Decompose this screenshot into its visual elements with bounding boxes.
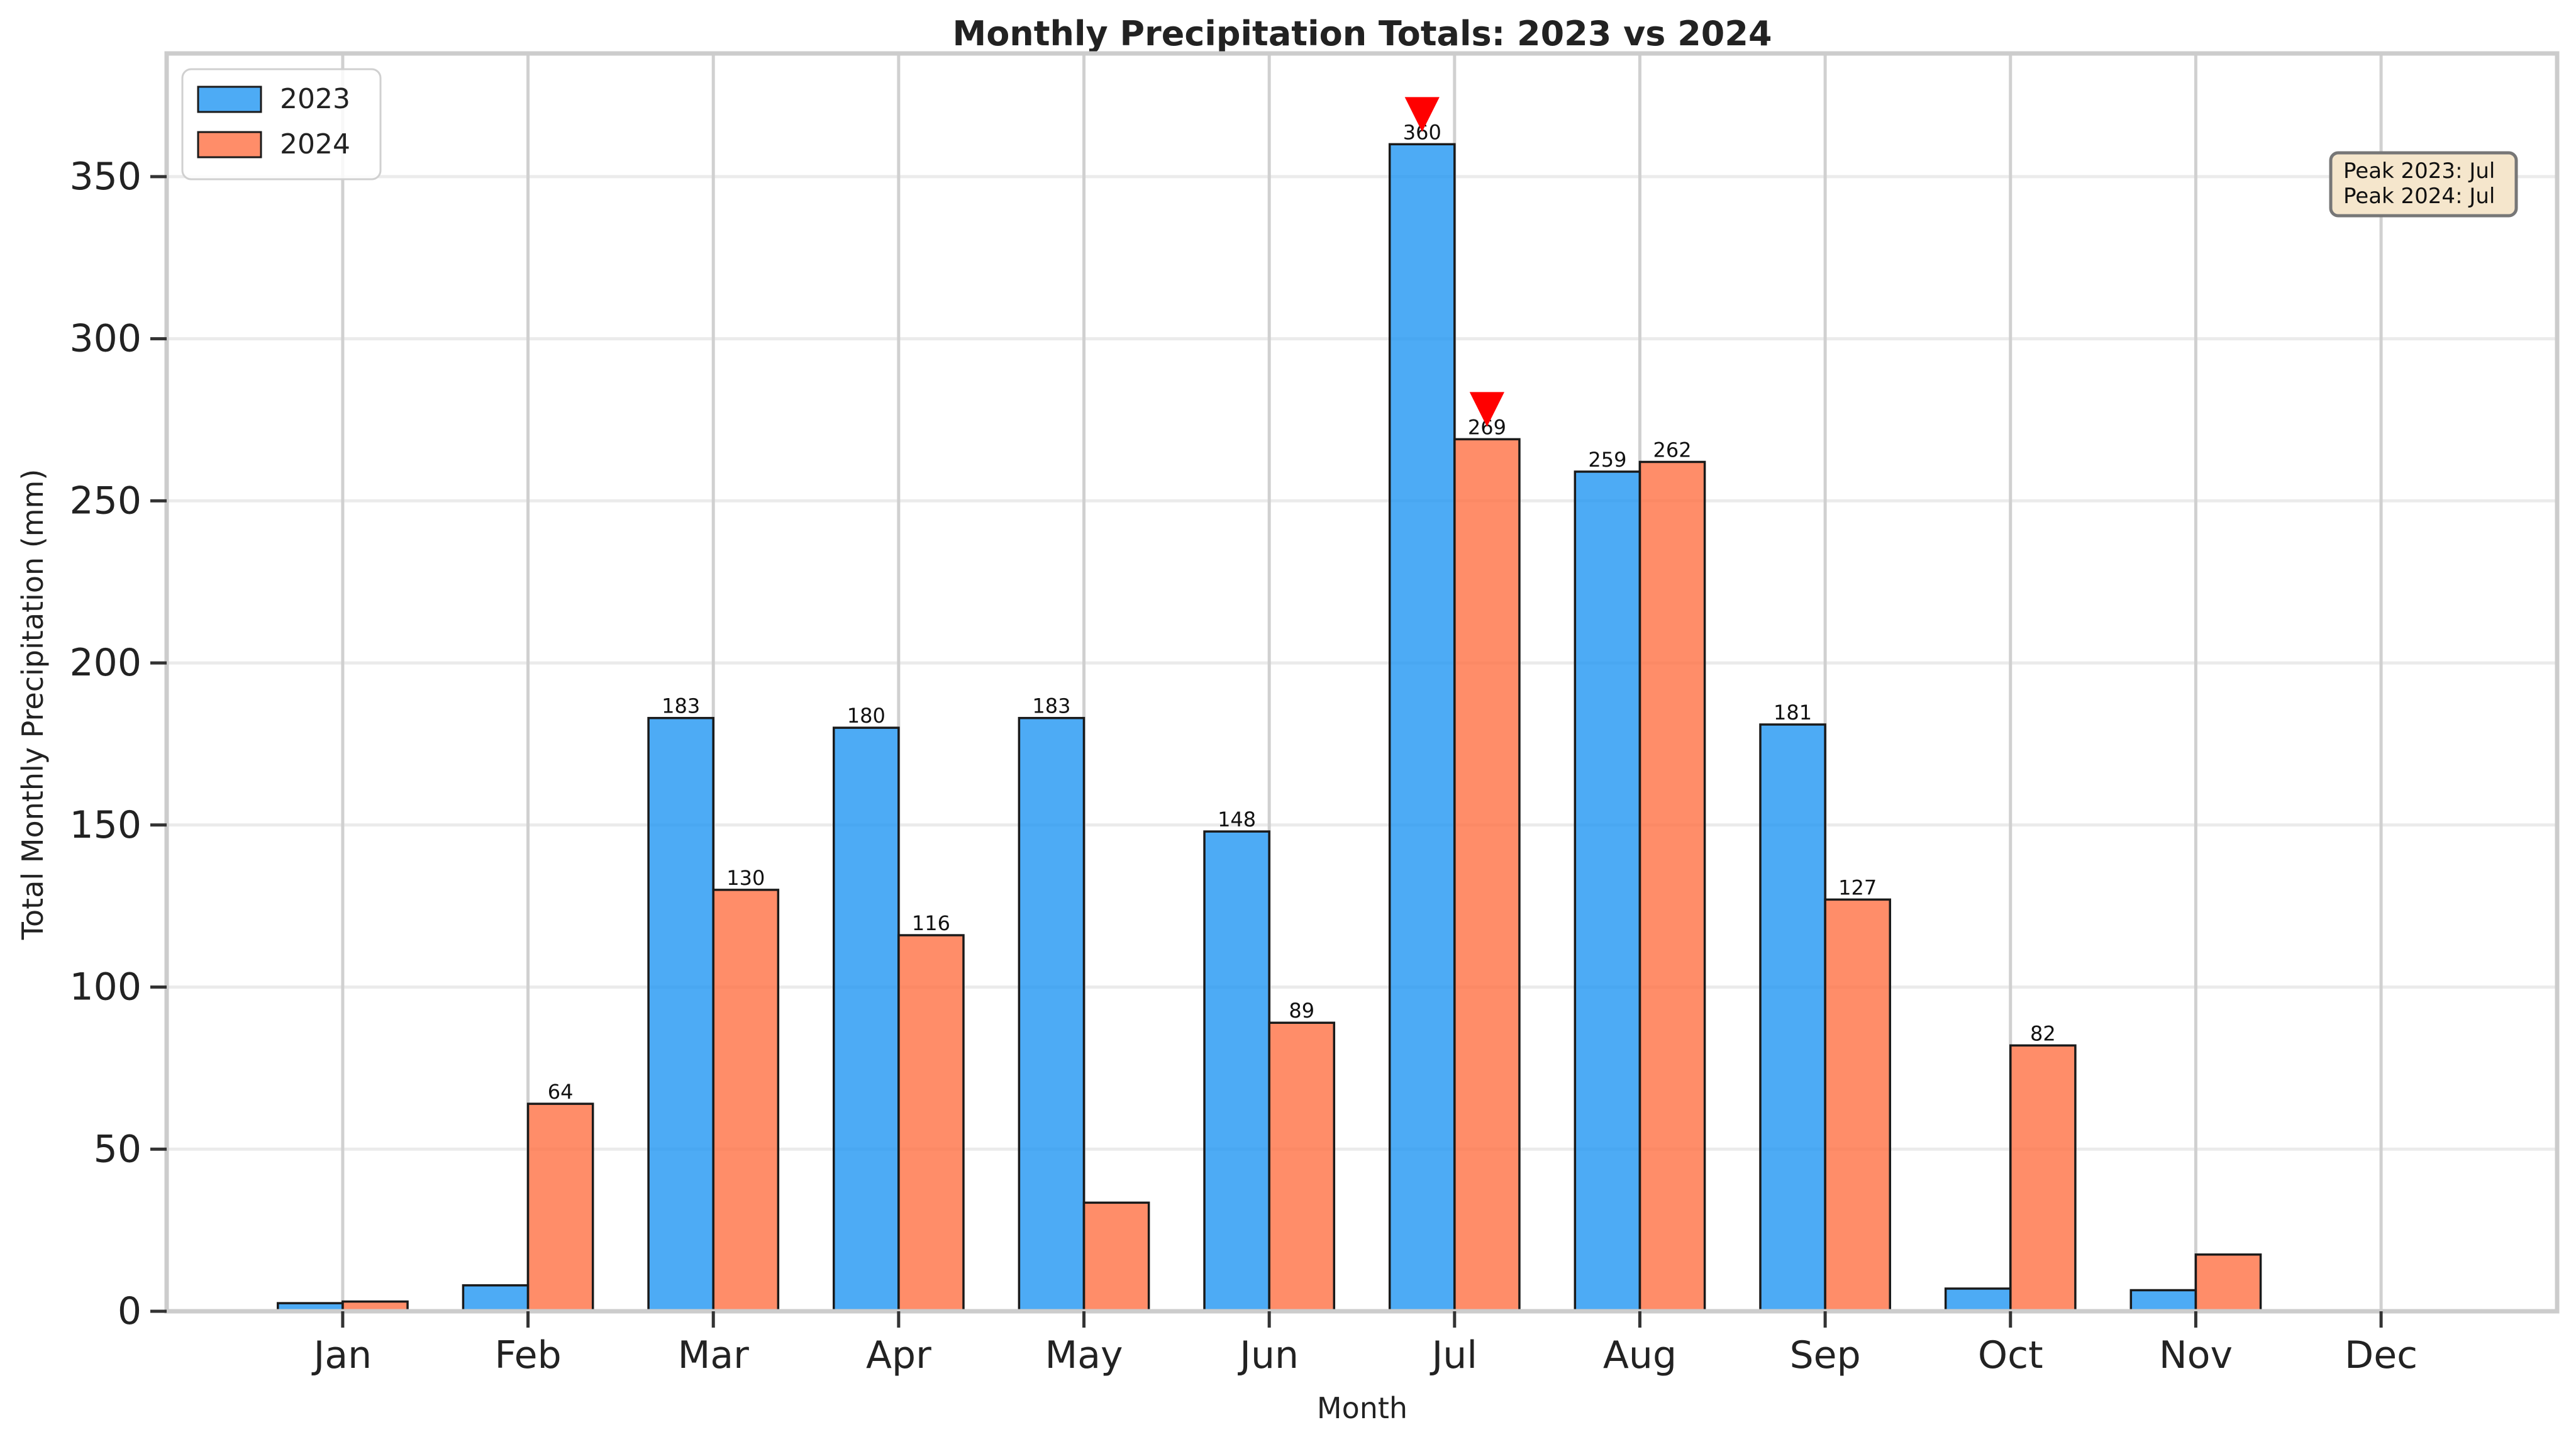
- bar-2023-Oct: [1944, 1287, 2012, 1313]
- bar-2023-Jul: [1388, 143, 1456, 1313]
- peak-marker-2024: [1469, 392, 1505, 427]
- legend-swatch-2024: [197, 131, 262, 158]
- data-label-2023-May: 183: [1032, 694, 1070, 718]
- x-tick-label: Jul: [1430, 1333, 1477, 1377]
- data-label-2024-Aug: 262: [1653, 438, 1692, 462]
- data-label-2023-Aug: 259: [1588, 448, 1626, 472]
- tick-labels: 0 50 100 150 200 250 300 350 Jan Feb Mar Apr May Jun J…: [69, 155, 2418, 1377]
- bar-2024-Mar: [712, 889, 780, 1313]
- bar-2024-Nov: [2194, 1253, 2262, 1313]
- y-tick-label: 250: [69, 479, 142, 523]
- x-axis-label: Month: [1317, 1391, 1407, 1425]
- bar-2024-Apr: [897, 934, 965, 1313]
- bar-2023-Jun: [1203, 830, 1270, 1313]
- legend: 2023 2024: [181, 68, 382, 180]
- peak-marker-2023: [1404, 97, 1440, 132]
- legend-label-2023: 2023: [280, 83, 350, 115]
- y-tick-label: 350: [69, 155, 142, 199]
- bar-2024-Jun: [1268, 1021, 1336, 1313]
- data-label-2024-Apr: 116: [912, 911, 950, 935]
- x-tick-label: Oct: [1978, 1333, 2043, 1377]
- data-labels: 183 180 1831483602591816413011689269262127…: [548, 120, 2056, 1104]
- y-tick-label: 50: [94, 1127, 142, 1171]
- y-tick-label: 100: [69, 965, 142, 1009]
- y-tick-label: 200: [69, 641, 142, 685]
- bar-2024-Feb: [526, 1102, 594, 1313]
- data-label-2024-Mar: 130: [726, 866, 765, 890]
- bar-2024-Oct: [2009, 1044, 2077, 1313]
- bar-2023-Nov: [2129, 1289, 2197, 1313]
- bar-series: [277, 143, 2262, 1313]
- axes: [150, 51, 2560, 1328]
- bar-2023-Feb: [462, 1284, 530, 1313]
- y-axis-label: Total Monthly Precipitation (mm): [16, 469, 50, 941]
- chart-title: Monthly Precipitation Totals: 2023 vs 20…: [952, 14, 1772, 53]
- x-tick-label: Aug: [1603, 1333, 1677, 1377]
- legend-label-2024: 2024: [280, 128, 350, 160]
- plot-frame: [164, 51, 2560, 1314]
- bar-2023-Apr: [832, 726, 900, 1313]
- bar-2024-Jul: [1453, 438, 1521, 1313]
- y-tick-label: 150: [69, 803, 142, 847]
- x-tick-label: Sep: [1790, 1333, 1861, 1377]
- data-label-2024-Jun: 89: [1289, 999, 1314, 1023]
- data-label-2024-Feb: 64: [548, 1080, 574, 1104]
- y-tick-label: 0: [118, 1289, 142, 1333]
- data-label-2023-Apr: 180: [847, 704, 886, 728]
- bar-2024-May: [1082, 1201, 1150, 1313]
- annotation-line: Peak 2024: Jul: [2343, 184, 2495, 209]
- bar-2023-Sep: [1759, 723, 1826, 1313]
- x-tick-label: Jun: [1237, 1333, 1299, 1377]
- x-tick-label: Feb: [494, 1333, 561, 1377]
- x-tick-label: May: [1045, 1333, 1123, 1377]
- bar-2023-Aug: [1574, 470, 1641, 1313]
- data-label-2024-Oct: 82: [2030, 1021, 2056, 1045]
- annotation-line: Peak 2023: Jul: [2343, 158, 2495, 184]
- x-tick-label: Mar: [678, 1333, 750, 1377]
- bar-2023-Mar: [647, 716, 714, 1313]
- bar-2024-Aug: [1638, 460, 1706, 1313]
- x-tick-label: Dec: [2345, 1333, 2418, 1377]
- x-tick-label: Jan: [311, 1333, 372, 1377]
- x-tick-label: Apr: [866, 1333, 931, 1377]
- bar-2023-May: [1018, 716, 1085, 1313]
- x-tick-label: Nov: [2159, 1333, 2233, 1377]
- data-label-2023-Mar: 183: [662, 694, 700, 718]
- bar-2024-Sep: [1824, 898, 1892, 1313]
- peak-markers: [1404, 97, 1505, 427]
- data-label-2023-Jun: 148: [1218, 808, 1256, 831]
- legend-swatch-2023: [197, 86, 262, 113]
- data-label-2023-Sep: 181: [1774, 701, 1812, 724]
- y-tick-label: 300: [69, 317, 142, 361]
- annotation-box-bg: [2329, 151, 2518, 218]
- data-label-2024-Sep: 127: [1838, 875, 1877, 899]
